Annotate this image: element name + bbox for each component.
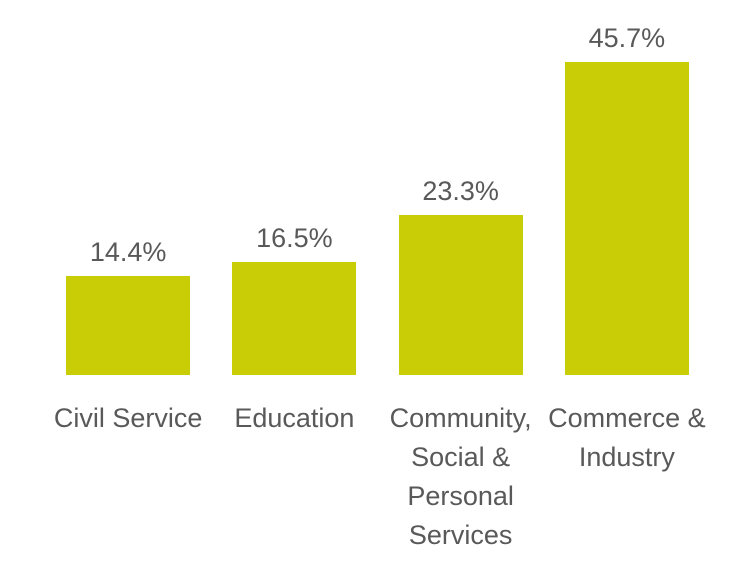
bar xyxy=(564,61,689,375)
category-axis-label: Education xyxy=(234,403,355,433)
category-axis-label: Civil Service xyxy=(53,403,203,433)
chart-column: 23.3% Community, Social & Personal Servic… xyxy=(378,0,544,575)
chart-column: 14.4% Civil Service xyxy=(45,0,211,575)
chart-column: 16.5% Education xyxy=(211,0,377,575)
bar xyxy=(232,261,357,375)
category-axis-label: Community, Social & Personal Services xyxy=(389,403,532,550)
bar-value-label: 16.5% xyxy=(256,222,333,253)
bar xyxy=(398,215,523,375)
bar xyxy=(66,276,191,375)
bar-value-label: 14.4% xyxy=(89,237,167,268)
bar-value-label: 45.7% xyxy=(588,22,666,53)
bar-value-label: 23.3% xyxy=(422,176,499,207)
chart-column: 45.7% Commerce & Industry xyxy=(544,0,710,575)
category-axis-label: Commerce & Industry xyxy=(548,403,706,472)
